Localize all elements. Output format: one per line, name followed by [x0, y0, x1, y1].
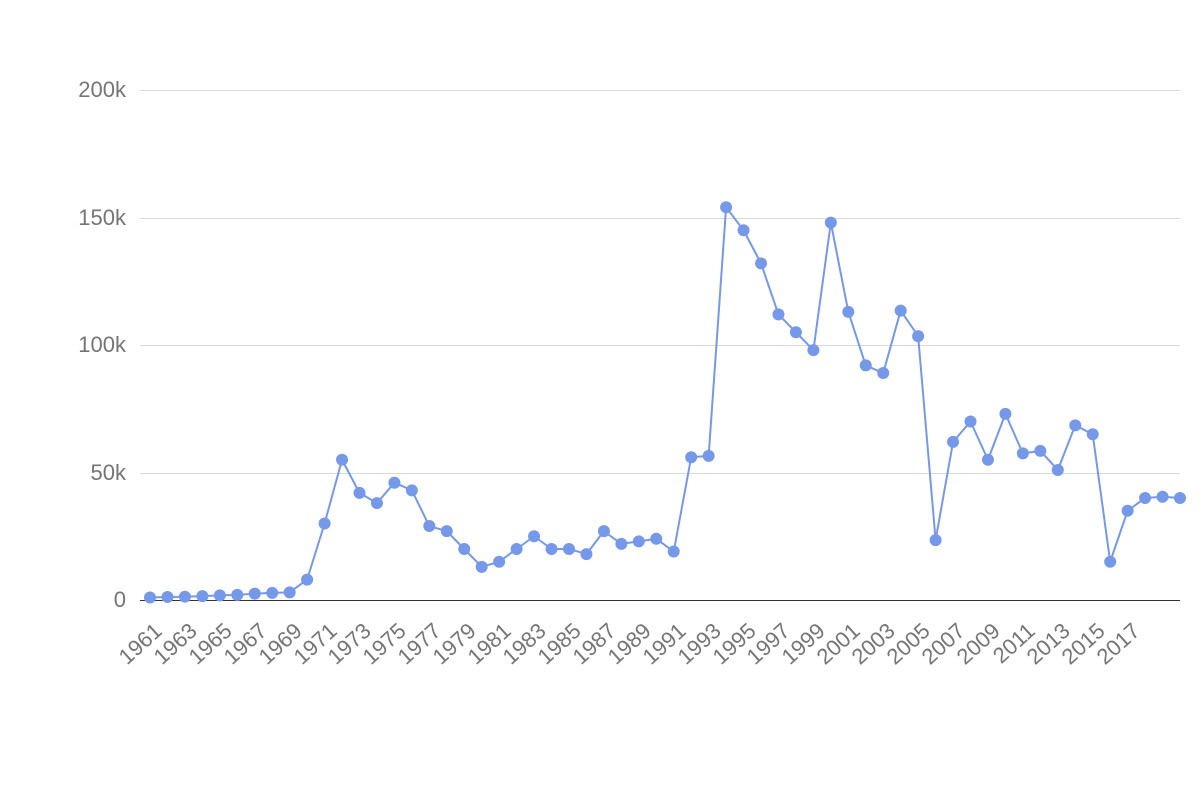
data-point	[179, 591, 191, 603]
data-point	[388, 477, 400, 489]
y-tick-label: 200k	[78, 77, 126, 103]
data-point	[546, 543, 558, 555]
data-point	[441, 525, 453, 537]
data-point	[807, 344, 819, 356]
y-tick-label: 100k	[78, 332, 126, 358]
data-point	[371, 497, 383, 509]
data-point	[1139, 492, 1151, 504]
data-point	[423, 520, 435, 532]
data-point	[842, 306, 854, 318]
data-point	[266, 587, 278, 599]
data-point	[1157, 491, 1169, 503]
y-tick-label: 150k	[78, 205, 126, 231]
data-point	[284, 586, 296, 598]
data-point	[720, 201, 732, 213]
data-point	[161, 591, 173, 603]
data-point	[144, 591, 156, 603]
data-point	[1034, 445, 1046, 457]
data-point	[755, 257, 767, 269]
data-point	[214, 589, 226, 601]
data-point	[825, 217, 837, 229]
data-point	[528, 530, 540, 542]
data-point	[685, 451, 697, 463]
data-point	[231, 589, 243, 601]
data-point	[668, 546, 680, 558]
data-point	[406, 484, 418, 496]
data-point	[353, 487, 365, 499]
data-point	[982, 454, 994, 466]
data-point	[563, 543, 575, 555]
data-point	[1052, 464, 1064, 476]
data-point	[1122, 505, 1134, 517]
data-point	[860, 359, 872, 371]
data-point	[999, 408, 1011, 420]
data-point	[772, 308, 784, 320]
data-point	[511, 543, 523, 555]
line-chart: 050k100k150k200k196119631965196719691971…	[0, 0, 1200, 800]
data-point	[458, 543, 470, 555]
data-point	[947, 436, 959, 448]
data-point	[1174, 492, 1186, 504]
y-gridline	[140, 600, 1180, 601]
data-point	[1017, 447, 1029, 459]
data-point	[476, 561, 488, 573]
series-line	[150, 207, 1180, 597]
data-point	[912, 330, 924, 342]
data-point	[319, 518, 331, 530]
data-point	[703, 450, 715, 462]
data-point	[615, 538, 627, 550]
data-point	[1069, 419, 1081, 431]
y-tick-label: 0	[114, 587, 126, 613]
data-point	[336, 454, 348, 466]
data-point	[196, 590, 208, 602]
data-point	[965, 416, 977, 428]
data-point	[895, 305, 907, 317]
data-point	[598, 525, 610, 537]
data-point	[738, 224, 750, 236]
data-point	[1104, 556, 1116, 568]
data-point	[930, 534, 942, 546]
data-point	[493, 556, 505, 568]
data-point	[877, 367, 889, 379]
data-point	[650, 533, 662, 545]
y-tick-label: 50k	[91, 460, 126, 486]
data-point	[790, 326, 802, 338]
data-point	[1087, 428, 1099, 440]
series-svg	[140, 90, 1180, 600]
data-point	[633, 535, 645, 547]
data-point	[249, 588, 261, 600]
data-point	[301, 574, 313, 586]
plot-area	[140, 90, 1180, 600]
data-point	[580, 548, 592, 560]
